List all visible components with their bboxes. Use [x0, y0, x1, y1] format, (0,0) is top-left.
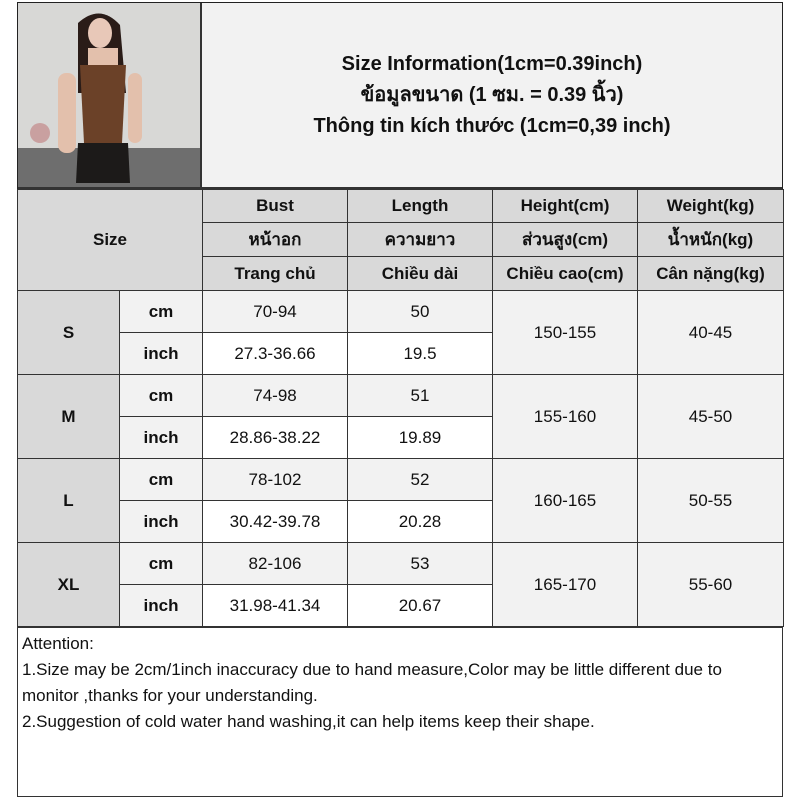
notes-heading: Attention:	[22, 634, 94, 653]
product-photo	[18, 3, 202, 189]
header-height-en: Height(cm)	[492, 189, 638, 223]
table-row: inch 31.98-41.34 20.67	[18, 584, 784, 627]
size-table: Size Bust Length Height(cm) Weight(kg) ห…	[17, 189, 784, 627]
length-cm: 51	[347, 374, 493, 417]
bust-cm: 70-94	[202, 290, 348, 333]
height-value: 165-170	[492, 542, 638, 627]
weight-value: 40-45	[637, 290, 784, 375]
length-cm: 50	[347, 290, 493, 333]
height-value: 150-155	[492, 290, 638, 375]
header-length-en: Length	[347, 189, 493, 223]
size-label: XL	[17, 542, 120, 627]
height-value: 160-165	[492, 458, 638, 543]
table-row: XL cm 82-106 53 165-170 55-60	[17, 542, 784, 627]
unit-cm: cm	[119, 290, 203, 333]
length-inch: 19.89	[347, 416, 493, 459]
length-cm: 52	[347, 458, 493, 501]
unit-inch: inch	[119, 500, 203, 543]
header-length-vi: Chiều dài	[347, 256, 493, 291]
table-row: inch 28.86-38.22 19.89	[18, 416, 784, 459]
size-label: L	[17, 458, 120, 543]
header-bust-en: Bust	[202, 189, 348, 223]
attention-notes: Attention: 1.Size may be 2cm/1inch inacc…	[17, 627, 783, 797]
bust-inch: 30.42-39.78	[202, 500, 348, 543]
length-inch: 19.5	[347, 332, 493, 375]
unit-cm: cm	[119, 458, 203, 501]
size-header: Size	[17, 189, 203, 291]
size-label: M	[17, 374, 120, 459]
weight-value: 50-55	[637, 458, 784, 543]
unit-cm: cm	[119, 542, 203, 585]
title-vietnamese: Thông tin kích thước (1cm=0,39 inch)	[313, 114, 671, 137]
height-value: 155-160	[492, 374, 638, 459]
unit-inch: inch	[119, 584, 203, 627]
header-height-vi: Chiều cao(cm)	[492, 256, 638, 291]
weight-value: 45-50	[637, 374, 784, 459]
length-cm: 53	[347, 542, 493, 585]
title-thai: ข้อมูลขนาด (1 ซม. = 0.39 นิ้ว)	[360, 83, 624, 106]
header-weight-vi: Cân nặng(kg)	[637, 256, 784, 291]
title-english: Size Information(1cm=0.39inch)	[341, 52, 643, 75]
header-weight-en: Weight(kg)	[637, 189, 784, 223]
length-inch: 20.67	[347, 584, 493, 627]
header-bust-th: หน้าอก	[202, 222, 348, 257]
unit-cm: cm	[119, 374, 203, 417]
header-weight-th: น้ำหนัก(kg)	[637, 222, 784, 257]
bust-cm: 78-102	[202, 458, 348, 501]
bust-inch: 28.86-38.22	[202, 416, 348, 459]
header-length-th: ความยาว	[347, 222, 493, 257]
table-row: inch 30.42-39.78 20.28	[18, 500, 784, 543]
note-item: 1.Size may be 2cm/1inch inaccuracy due t…	[22, 660, 722, 705]
bust-cm: 74-98	[202, 374, 348, 417]
bust-inch: 27.3-36.66	[202, 332, 348, 375]
model-photo-image	[18, 3, 200, 187]
bust-cm: 82-106	[202, 542, 348, 585]
note-item: 2.Suggestion of cold water hand washing,…	[22, 712, 595, 731]
length-inch: 20.28	[347, 500, 493, 543]
size-label: S	[17, 290, 120, 375]
table-row: inch 27.3-36.66 19.5	[18, 332, 784, 375]
header-height-th: ส่วนสูง(cm)	[492, 222, 638, 257]
unit-inch: inch	[119, 416, 203, 459]
header-bust-vi: Trang chủ	[202, 256, 348, 291]
unit-inch: inch	[119, 332, 203, 375]
bust-inch: 31.98-41.34	[202, 584, 348, 627]
weight-value: 55-60	[637, 542, 784, 627]
size-info-title: Size Information(1cm=0.39inch) ข้อมูลขนา…	[202, 3, 782, 189]
